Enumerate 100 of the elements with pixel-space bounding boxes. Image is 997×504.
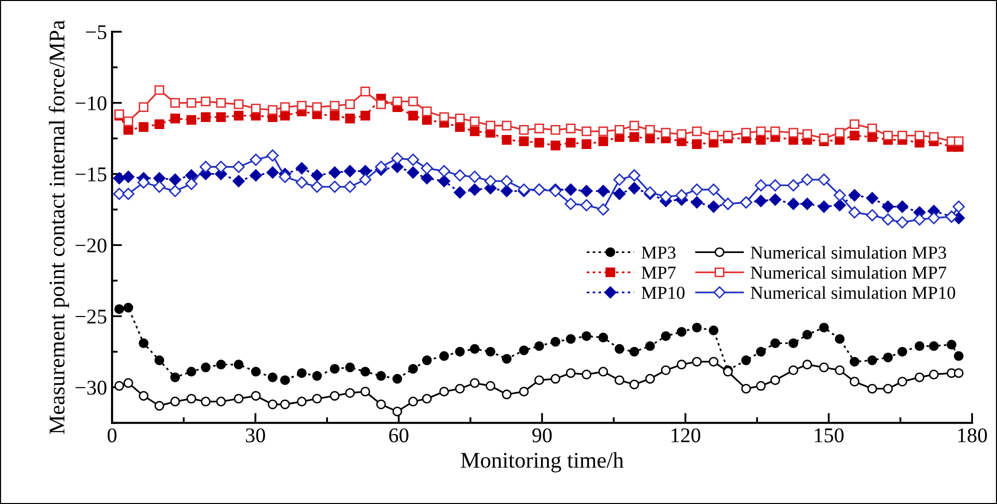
point	[439, 112, 449, 122]
point	[170, 114, 180, 124]
point	[153, 180, 166, 193]
point	[170, 98, 180, 108]
point	[330, 390, 340, 401]
point	[310, 180, 324, 193]
point	[234, 110, 244, 121]
point	[330, 100, 340, 111]
x-axis-title: Monitoring time/h	[460, 452, 624, 472]
point	[566, 368, 576, 378]
point	[690, 184, 703, 196]
point	[185, 178, 198, 190]
point	[770, 126, 780, 136]
y-tick-label: −25	[76, 310, 106, 324]
point	[138, 102, 148, 112]
point	[470, 126, 480, 136]
point	[500, 184, 513, 198]
legend-label: MP7	[642, 266, 676, 279]
point	[550, 336, 560, 347]
point	[952, 200, 965, 213]
point	[629, 380, 640, 390]
point	[123, 302, 134, 313]
point	[359, 174, 372, 186]
point	[138, 176, 150, 189]
point	[676, 326, 686, 337]
point	[690, 196, 703, 209]
point	[787, 198, 800, 210]
point	[345, 99, 355, 110]
y-tick-label: −5	[86, 25, 106, 40]
point	[360, 86, 370, 96]
y-tick-label: −10	[76, 96, 106, 110]
point	[268, 105, 278, 115]
point	[834, 334, 845, 344]
point	[645, 374, 655, 384]
point	[296, 176, 308, 189]
point	[550, 140, 560, 150]
point	[954, 368, 964, 378]
point	[251, 366, 261, 377]
point	[169, 174, 182, 186]
point	[376, 400, 386, 410]
point	[692, 139, 702, 149]
point	[614, 125, 624, 135]
point	[113, 172, 126, 184]
point	[519, 345, 529, 356]
point	[629, 346, 640, 357]
point	[519, 125, 529, 135]
point	[216, 112, 226, 122]
point	[406, 154, 420, 166]
point	[707, 200, 720, 213]
point	[455, 114, 465, 124]
point	[883, 352, 893, 362]
point	[420, 172, 434, 184]
point	[484, 174, 497, 188]
point	[741, 355, 751, 366]
point	[312, 394, 322, 404]
point	[741, 128, 751, 138]
point	[344, 180, 356, 193]
point	[928, 370, 939, 380]
x-tick-label: 120	[672, 428, 700, 442]
point	[928, 341, 939, 351]
point	[850, 356, 860, 367]
legend-label: Numerical simulation MP3	[750, 246, 946, 259]
point	[170, 396, 180, 406]
point	[200, 362, 211, 372]
point	[598, 126, 608, 136]
point	[123, 116, 134, 126]
point	[138, 338, 148, 348]
point	[154, 119, 164, 130]
point	[566, 334, 576, 344]
point	[455, 346, 465, 357]
point	[470, 378, 480, 388]
point	[914, 341, 924, 351]
point	[500, 174, 513, 188]
point	[200, 96, 211, 106]
point	[420, 162, 434, 174]
point	[834, 189, 846, 202]
point	[914, 372, 924, 382]
legend-label: Numerical simulation MP7	[750, 266, 946, 279]
x-tick-label: 150	[814, 428, 844, 442]
point	[660, 128, 671, 138]
point	[278, 170, 292, 183]
point	[154, 355, 164, 366]
point	[422, 394, 432, 404]
point	[250, 154, 262, 166]
point	[376, 371, 386, 381]
y-axis-title: Measurement point contact internal force/MPa	[48, 20, 70, 434]
point	[280, 400, 290, 410]
point	[613, 174, 626, 186]
point	[754, 179, 767, 192]
point	[122, 170, 134, 183]
point	[954, 136, 964, 146]
point	[280, 110, 290, 121]
x-tick-label: 180	[958, 428, 987, 442]
point	[582, 370, 592, 380]
point	[756, 381, 766, 391]
point	[280, 375, 290, 386]
point	[422, 115, 432, 125]
point	[234, 360, 244, 370]
point	[408, 364, 418, 374]
point	[897, 376, 908, 386]
